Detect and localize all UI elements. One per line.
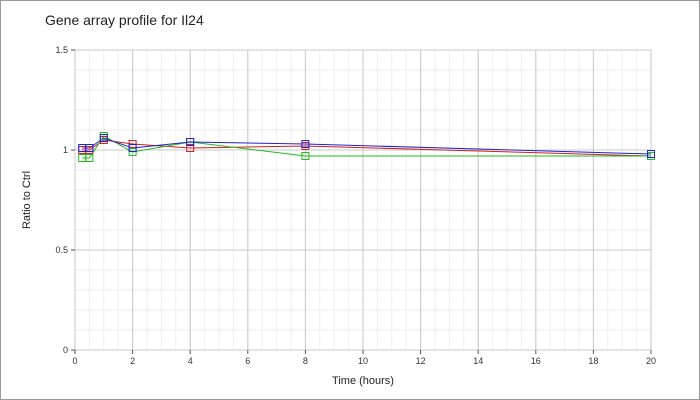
series-2-point bbox=[85, 154, 94, 162]
x-tick-label: 12 bbox=[416, 356, 426, 366]
x-tick-label: 6 bbox=[245, 356, 250, 366]
x-axis-ticks: 0 2 4 6 8 10 12 14 16 18 20 bbox=[72, 350, 656, 366]
series-3-point bbox=[647, 150, 655, 158]
x-tick-label: 2 bbox=[130, 356, 135, 366]
x-tick-label: 4 bbox=[188, 356, 193, 366]
y-tick-label: 1.5 bbox=[55, 45, 68, 55]
series-3-point bbox=[186, 138, 195, 146]
x-tick-label: 20 bbox=[646, 356, 656, 366]
x-tick-label: 10 bbox=[358, 356, 368, 366]
series-3-point bbox=[85, 144, 94, 152]
series-1-point bbox=[186, 144, 195, 152]
series-3-point bbox=[301, 140, 310, 148]
series-layer bbox=[78, 132, 655, 162]
y-tick-label: 0.5 bbox=[55, 245, 68, 255]
x-tick-label: 16 bbox=[531, 356, 541, 366]
y-tick-label: 0 bbox=[63, 345, 68, 355]
x-tick-label: 0 bbox=[72, 356, 77, 366]
series-3-point bbox=[99, 134, 108, 142]
x-tick-label: 14 bbox=[473, 356, 483, 366]
y-axis-label: Ratio to Ctrl bbox=[21, 171, 33, 229]
series-2-point bbox=[301, 152, 310, 160]
series-3-point bbox=[128, 144, 137, 152]
y-axis-ticks: 0 0.5 1 1.5 bbox=[55, 45, 75, 355]
y-tick-label: 1 bbox=[63, 145, 68, 155]
x-tick-label: 18 bbox=[588, 356, 598, 366]
x-axis-label: Time (hours) bbox=[332, 375, 394, 387]
chart-title: Gene array profile for Il24 bbox=[45, 12, 204, 28]
x-tick-label: 8 bbox=[303, 356, 308, 366]
